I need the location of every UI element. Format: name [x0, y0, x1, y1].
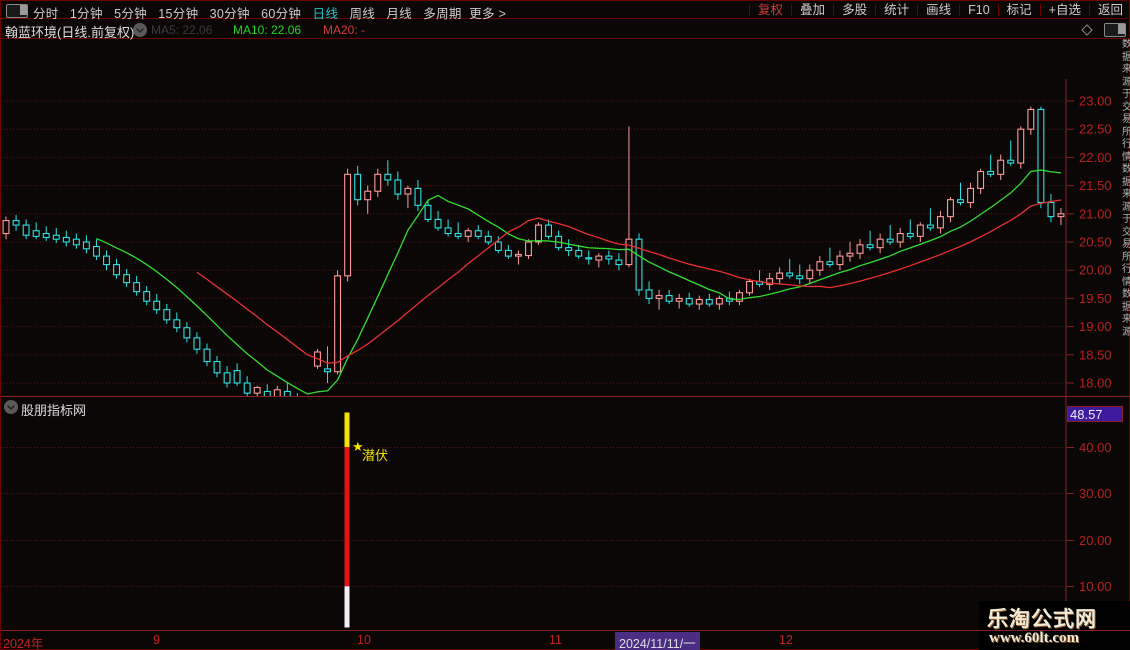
- svg-text:40.00: 40.00: [1079, 440, 1112, 455]
- svg-text:22.00: 22.00: [1079, 150, 1112, 165]
- svg-text:10.00: 10.00: [1079, 579, 1112, 594]
- svg-text:20.00: 20.00: [1079, 263, 1112, 278]
- svg-text:18.50: 18.50: [1079, 347, 1112, 362]
- svg-text:23.00: 23.00: [1079, 94, 1112, 109]
- svg-text:19.00: 19.00: [1079, 319, 1112, 334]
- svg-text:18.00: 18.00: [1079, 376, 1112, 391]
- svg-text:30.00: 30.00: [1079, 486, 1112, 501]
- svg-text:19.50: 19.50: [1079, 291, 1112, 306]
- svg-text:21.50: 21.50: [1079, 178, 1112, 193]
- svg-text:20.50: 20.50: [1079, 235, 1112, 250]
- svg-text:21.00: 21.00: [1079, 206, 1112, 221]
- svg-text:20.00: 20.00: [1079, 533, 1112, 548]
- svg-text:22.50: 22.50: [1079, 122, 1112, 137]
